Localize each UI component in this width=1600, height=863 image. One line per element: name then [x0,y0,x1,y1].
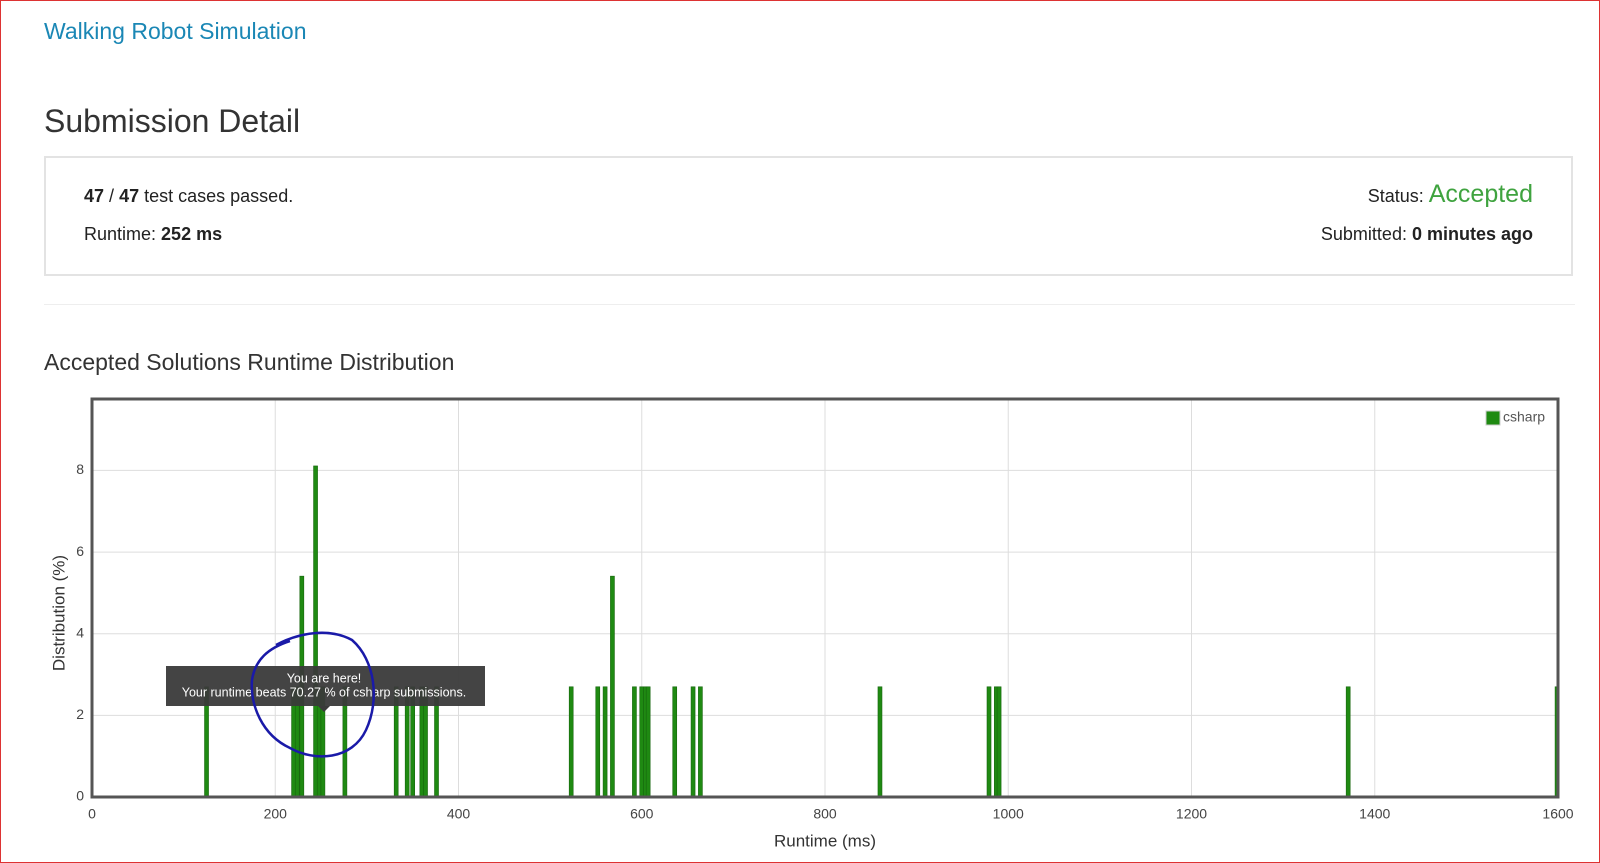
passed-count: 47 [84,186,105,206]
status-line: Status: Accepted [1368,180,1533,209]
chart-heading: Accepted Solutions Runtime Distribution [44,349,455,375]
submitted-line: Submitted: 0 minutes ago [1321,224,1533,245]
legend-swatch [1485,410,1501,426]
bar [986,686,992,798]
tooltip-pointer [318,706,330,712]
legend-label: csharp [1503,409,1545,425]
bar [996,686,1002,798]
y-axis-title: Distribution (%) [49,555,68,671]
summary-panel: 47 / 47 test cases passed. Runtime: 252 … [44,156,1573,276]
y-tick-label: 6 [76,543,84,559]
runtime-label: Runtime: [84,224,157,244]
x-tick-label: 800 [813,806,837,822]
submitted-value: 0 minutes ago [1411,224,1533,244]
bar [568,686,574,798]
problem-link[interactable]: Walking Robot Simulation [44,18,307,44]
submitted-label: Submitted: [1320,224,1407,244]
y-tick-label: 0 [76,788,84,804]
bar [672,686,678,798]
x-axis-title: Runtime (ms) [774,831,876,850]
tooltip-box [166,666,485,706]
page-heading: Submission Detail [44,103,301,139]
passed-text: test cases passed. [144,186,294,206]
bar [698,686,703,798]
plot-frame [90,397,1560,799]
x-tick-label: 1200 [1176,806,1207,822]
divider [44,304,1575,305]
bar [602,686,608,798]
bar [595,686,601,798]
y-tick-label: 2 [76,706,84,722]
bar [645,686,651,798]
x-tick-label: 0 [88,806,96,822]
total-count: 47 [119,186,140,206]
x-tick-label: 1000 [993,806,1024,822]
bar [632,686,637,798]
bar [610,575,615,798]
tests-line: 47 / 47 test cases passed. [84,186,293,207]
bar [877,686,883,798]
y-tick-label: 8 [76,461,84,477]
bar [690,686,696,798]
tooltip-title: You are here! [287,671,362,685]
x-tick-label: 1600 [1542,806,1573,822]
x-tick-label: 200 [264,806,288,822]
runtime-line: Runtime: 252 ms [84,224,222,245]
runtime-value: 252 ms [161,224,223,244]
tooltip-text: Your runtime beats 70.27 % of csharp sub… [182,685,466,699]
y-tick-label: 4 [76,624,84,640]
x-tick-label: 600 [630,806,654,822]
x-tick-label: 400 [447,806,471,822]
annotation-circle [250,631,376,758]
bar [1345,686,1351,798]
status-label: Status: [1367,186,1424,206]
separator: / [109,186,115,206]
x-tick-label: 1400 [1359,806,1390,822]
status-value: Accepted [1428,180,1533,208]
